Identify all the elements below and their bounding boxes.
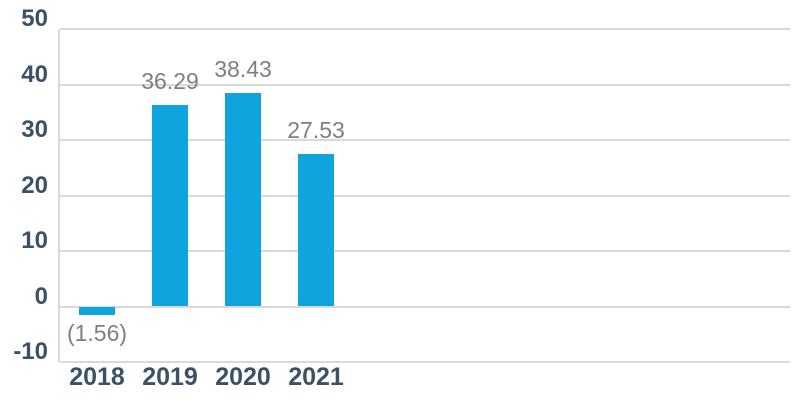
x-axis-category-label: 2019 <box>142 363 198 391</box>
y-axis-tick-label: -10 <box>13 338 48 365</box>
gridline <box>60 250 790 252</box>
y-axis-tick-label: 50 <box>21 5 48 32</box>
bar-data-label: 38.43 <box>214 56 272 83</box>
bar <box>225 93 261 307</box>
y-axis-tick-label: 10 <box>21 227 48 254</box>
bar-data-label: 27.53 <box>287 116 345 143</box>
bar-data-label: (1.56) <box>66 320 128 347</box>
x-axis-category-label: 2020 <box>215 363 271 391</box>
y-axis-tick-label: 0 <box>34 282 48 310</box>
bar <box>79 306 115 316</box>
bar-data-label: 36.29 <box>141 68 199 95</box>
y-axis-tick-label: 20 <box>21 171 48 199</box>
bar <box>298 153 334 307</box>
gridline <box>60 28 790 30</box>
gridline <box>60 194 790 197</box>
gridline <box>60 305 790 308</box>
y-axis-tick-label: 30 <box>21 116 48 143</box>
y-axis-tick-label: 40 <box>21 60 48 88</box>
gridline <box>60 139 790 141</box>
bar <box>152 105 188 307</box>
gridline <box>60 83 790 86</box>
x-axis-category-label: 2018 <box>69 363 125 391</box>
plot-area: (1.56) 2018 36.29 2019 38.43 2020 27.53 2021 <box>58 28 790 391</box>
gridline <box>60 361 790 363</box>
x-axis-category-label: 2021 <box>288 363 344 391</box>
